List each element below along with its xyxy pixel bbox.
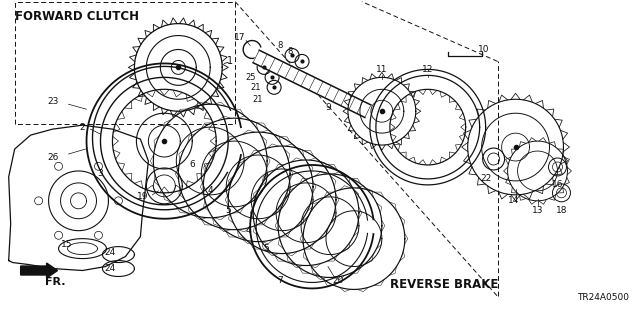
Text: 15: 15 [61,240,72,249]
Text: REVERSE BRAKE: REVERSE BRAKE [390,278,498,292]
Text: 17: 17 [234,33,246,42]
Text: 6: 6 [189,160,195,169]
Text: 8: 8 [277,41,283,50]
Text: 10: 10 [478,45,490,54]
Text: 16: 16 [552,180,563,189]
Text: 24: 24 [105,264,116,273]
Text: 5: 5 [225,206,231,215]
Text: 20: 20 [332,276,344,285]
Text: 13: 13 [532,206,543,215]
Text: FR.: FR. [45,278,65,287]
Text: 19: 19 [136,192,148,201]
Text: 4: 4 [207,186,213,195]
Text: TR24A0500: TR24A0500 [577,293,629,302]
Text: 14: 14 [508,196,519,205]
Text: 9: 9 [325,103,331,112]
Text: 2: 2 [80,122,85,132]
Text: 24: 24 [105,248,116,257]
Text: 1: 1 [227,56,233,66]
Text: 26: 26 [47,152,58,161]
Polygon shape [253,50,371,117]
Text: 7: 7 [277,276,283,285]
FancyArrow shape [20,263,58,278]
Text: 21: 21 [251,83,261,92]
Text: 8: 8 [287,47,292,56]
Text: 18: 18 [556,206,567,215]
Text: 5: 5 [263,244,269,253]
Text: 23: 23 [47,97,58,106]
Text: 12: 12 [422,65,433,74]
Text: 25: 25 [245,73,255,82]
Text: 11: 11 [376,65,388,74]
Text: FORWARD CLUTCH: FORWARD CLUTCH [15,10,139,23]
Text: 4: 4 [245,226,251,235]
Text: 22: 22 [480,174,492,183]
Text: 3: 3 [98,169,103,178]
Text: 21: 21 [253,95,264,104]
